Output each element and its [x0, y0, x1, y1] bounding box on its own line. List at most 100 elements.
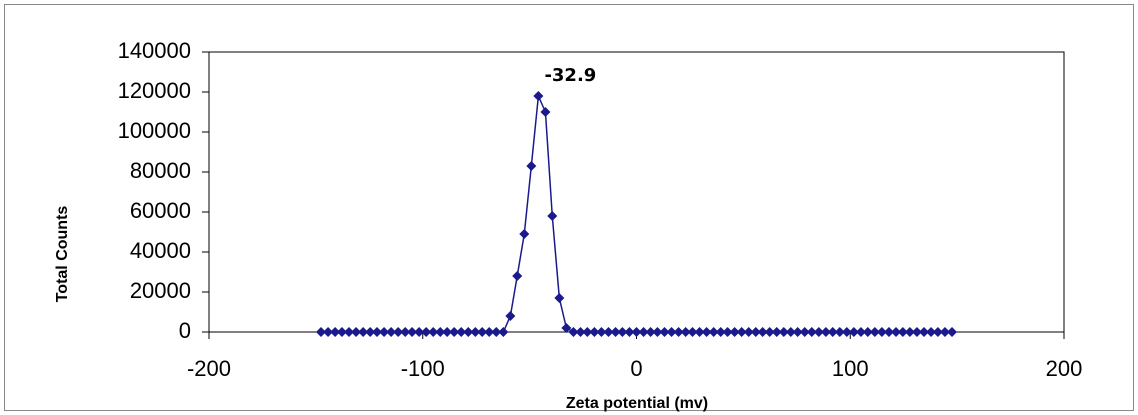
data-point: [792, 327, 803, 337]
x-axis-title: Zeta potential (mv): [566, 395, 708, 412]
data-point: [421, 327, 432, 337]
data-point: [834, 327, 845, 337]
data-point: [841, 327, 852, 337]
data-point: [729, 327, 740, 337]
data-point: [848, 327, 859, 337]
data-point: [547, 211, 558, 221]
data-point: [512, 271, 523, 281]
data-point: [715, 327, 726, 337]
data-point: [610, 327, 621, 337]
data-point: [918, 327, 929, 337]
data-point: [603, 327, 614, 337]
y-tick-label: 80000: [130, 158, 191, 183]
data-point: [813, 327, 824, 337]
data-point: [393, 327, 404, 337]
data-point: [336, 327, 347, 337]
peak-annotation: -32.9: [544, 65, 596, 86]
data-point: [869, 327, 880, 337]
data-point: [442, 327, 453, 337]
x-tick-label: 200: [1046, 356, 1083, 381]
data-point: [344, 327, 355, 337]
data-point: [939, 327, 950, 337]
data-point: [351, 327, 362, 337]
data-point: [673, 327, 684, 337]
data-point: [904, 327, 915, 337]
chart-border: [4, 4, 1134, 411]
data-point: [897, 327, 908, 337]
data-point: [582, 327, 593, 337]
data-point: [414, 327, 425, 337]
data-point: [400, 327, 411, 337]
data-point: [757, 327, 768, 337]
data-point: [561, 323, 572, 333]
data-point: [631, 327, 642, 337]
data-point: [330, 327, 341, 337]
data-point: [554, 293, 565, 303]
data-point: [645, 327, 656, 337]
data-point: [316, 327, 327, 337]
data-point: [484, 327, 495, 337]
data-point: [589, 327, 600, 337]
data-point: [568, 327, 579, 337]
data-point: [799, 327, 810, 337]
data-point: [743, 327, 754, 337]
data-point: [365, 327, 376, 337]
data-point: [379, 327, 390, 337]
data-point: [372, 327, 383, 337]
data-point: [498, 327, 509, 337]
data-point: [386, 327, 397, 337]
data-point: [596, 327, 607, 337]
y-tick-label: 140000: [118, 38, 191, 63]
data-point: [659, 327, 670, 337]
data-point: [890, 327, 901, 337]
data-point: [926, 327, 937, 337]
x-tick-label: 0: [630, 356, 642, 381]
data-point: [575, 327, 586, 337]
data-point: [820, 327, 831, 337]
data-point: [428, 327, 439, 337]
data-point: [477, 327, 488, 337]
data-point: [701, 327, 712, 337]
data-point: [932, 327, 943, 337]
x-tick-label: 100: [832, 356, 869, 381]
data-point: [806, 327, 817, 337]
data-point: [827, 327, 838, 337]
data-point: [778, 327, 789, 337]
y-axis-title: Total Counts: [54, 206, 71, 303]
data-point: [407, 327, 418, 337]
y-tick-label: 0: [179, 318, 191, 343]
data-point: [519, 229, 530, 239]
data-point: [533, 91, 544, 101]
data-point: [722, 327, 733, 337]
data-point: [540, 107, 551, 117]
data-point: [617, 327, 628, 337]
data-point: [358, 327, 369, 337]
data-point: [883, 327, 894, 337]
y-tick-label: 100000: [118, 118, 191, 143]
data-point: [946, 327, 957, 337]
data-point: [680, 327, 691, 337]
data-point: [708, 327, 719, 337]
y-tick-label: 20000: [130, 278, 191, 303]
data-point: [463, 327, 474, 337]
data-point: [876, 327, 887, 337]
data-point: [785, 327, 796, 337]
data-point: [764, 327, 775, 337]
x-tick-label: -200: [187, 356, 231, 381]
data-point: [855, 327, 866, 337]
data-point: [638, 327, 649, 337]
data-point: [491, 327, 502, 337]
data-point: [750, 327, 761, 337]
y-tick-label: 120000: [118, 78, 191, 103]
x-tick-label: -100: [401, 356, 445, 381]
data-point: [771, 327, 782, 337]
data-point: [736, 327, 747, 337]
data-point: [666, 327, 677, 337]
data-point: [694, 327, 705, 337]
data-point: [526, 161, 537, 171]
data-point: [652, 327, 663, 337]
data-point: [505, 311, 516, 321]
data-point: [456, 327, 467, 337]
y-tick-label: 40000: [130, 238, 191, 263]
